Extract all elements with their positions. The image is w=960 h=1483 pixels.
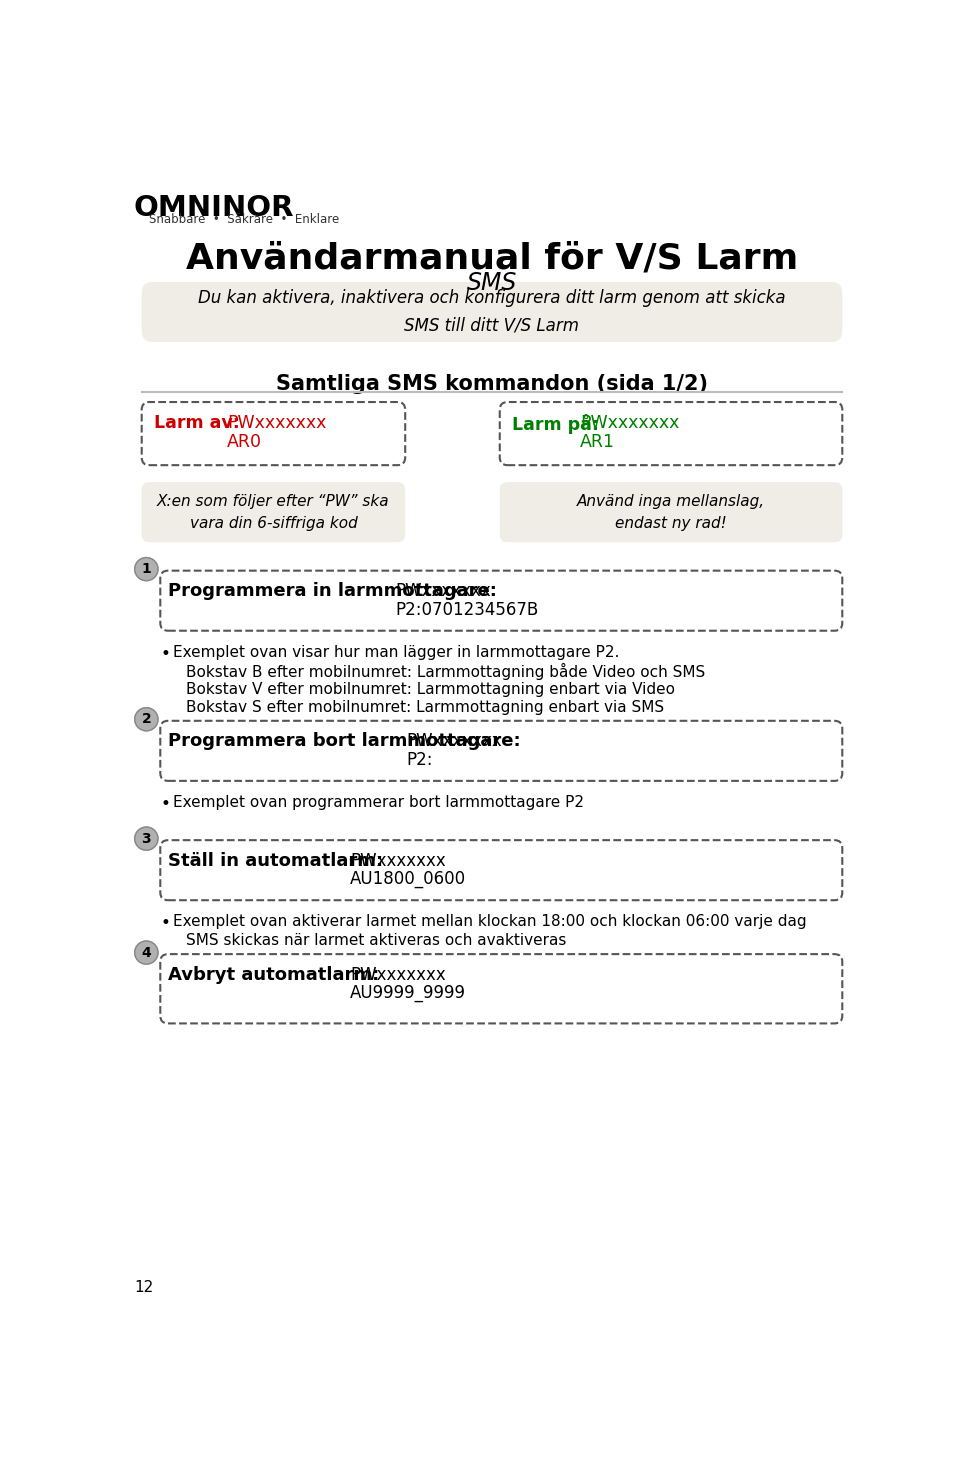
Text: Snabbare  •  Säkrare  •  Enklare: Snabbare • Säkrare • Enklare xyxy=(150,212,340,225)
Text: SMS: SMS xyxy=(467,271,517,295)
Text: PWxxxxxxx: PWxxxxxxx xyxy=(407,733,502,750)
Text: Bokstav V efter mobilnumret: Larmmottagning enbart via Video: Bokstav V efter mobilnumret: Larmmottagn… xyxy=(186,682,675,697)
Circle shape xyxy=(134,707,158,731)
Text: P2:: P2: xyxy=(407,750,433,768)
Text: AR1: AR1 xyxy=(581,433,615,451)
Text: PWxxxxxxx: PWxxxxxxx xyxy=(350,851,446,869)
Text: Exemplet ovan aktiverar larmet mellan klockan 18:00 och klockan 06:00 varje dag: Exemplet ovan aktiverar larmet mellan kl… xyxy=(173,914,806,928)
Text: •: • xyxy=(160,914,170,933)
Text: Programmera bort larmmottagare:: Programmera bort larmmottagare: xyxy=(168,733,520,750)
Text: Larm på:: Larm på: xyxy=(512,414,599,435)
FancyBboxPatch shape xyxy=(142,402,405,466)
Text: P2:0701234567B: P2:0701234567B xyxy=(396,601,539,618)
Text: 1: 1 xyxy=(141,562,152,575)
FancyBboxPatch shape xyxy=(160,721,842,782)
Text: Larm av:: Larm av: xyxy=(155,414,240,433)
FancyBboxPatch shape xyxy=(142,482,405,543)
FancyBboxPatch shape xyxy=(160,841,842,900)
FancyBboxPatch shape xyxy=(500,482,842,543)
Text: 2: 2 xyxy=(141,712,152,727)
FancyBboxPatch shape xyxy=(142,282,842,343)
Text: Programmera in larmmottagare:: Programmera in larmmottagare: xyxy=(168,583,497,601)
Text: Exemplet ovan visar hur man lägger in larmmottagare P2.: Exemplet ovan visar hur man lägger in la… xyxy=(173,645,619,660)
Text: AR0: AR0 xyxy=(227,433,262,451)
Text: Använd inga mellanslag,
endast ny rad!: Använd inga mellanslag, endast ny rad! xyxy=(577,494,765,531)
Text: PWxxxxxxx: PWxxxxxxx xyxy=(350,965,446,983)
Text: Användarmanual för V/S Larm: Användarmanual för V/S Larm xyxy=(186,242,798,276)
Text: •: • xyxy=(160,645,170,663)
Text: X:en som följer efter “PW” ska
vara din 6-siffriga kod: X:en som följer efter “PW” ska vara din … xyxy=(157,494,390,531)
Text: Ställ in automatlarm:: Ställ in automatlarm: xyxy=(168,851,383,869)
Text: PWxxxxxxx: PWxxxxxxx xyxy=(227,414,326,433)
Text: •: • xyxy=(160,795,170,813)
Circle shape xyxy=(134,942,158,964)
Circle shape xyxy=(134,828,158,850)
Text: 12: 12 xyxy=(134,1280,154,1295)
FancyBboxPatch shape xyxy=(160,954,842,1023)
FancyBboxPatch shape xyxy=(500,402,842,466)
Text: 3: 3 xyxy=(141,832,151,845)
Text: Bokstav B efter mobilnumret: Larmmottagning både Video och SMS: Bokstav B efter mobilnumret: Larmmottagn… xyxy=(186,663,706,681)
Text: PWxxxxxxx: PWxxxxxxx xyxy=(396,583,491,601)
Text: SMS skickas när larmet aktiveras och avaktiveras: SMS skickas när larmet aktiveras och ava… xyxy=(186,933,566,948)
Text: Exemplet ovan programmerar bort larmmottagare P2: Exemplet ovan programmerar bort larmmott… xyxy=(173,795,584,810)
Text: OMNINOR: OMNINOR xyxy=(134,194,295,222)
Text: Avbryt automatlarm:: Avbryt automatlarm: xyxy=(168,965,379,983)
Text: Samtliga SMS kommandon (sida 1/2): Samtliga SMS kommandon (sida 1/2) xyxy=(276,374,708,394)
FancyBboxPatch shape xyxy=(160,571,842,630)
Circle shape xyxy=(134,558,158,581)
Text: PWxxxxxxx: PWxxxxxxx xyxy=(581,414,680,433)
Text: AU9999_9999: AU9999_9999 xyxy=(350,985,467,1003)
Text: Bokstav S efter mobilnumret: Larmmottagning enbart via SMS: Bokstav S efter mobilnumret: Larmmottagn… xyxy=(186,700,664,715)
Text: 4: 4 xyxy=(141,946,152,960)
Text: AU1800_0600: AU1800_0600 xyxy=(350,871,467,888)
Text: Du kan aktivera, inaktivera och konfigurera ditt larm genom att skicka
SMS till : Du kan aktivera, inaktivera och konfigur… xyxy=(198,289,786,335)
